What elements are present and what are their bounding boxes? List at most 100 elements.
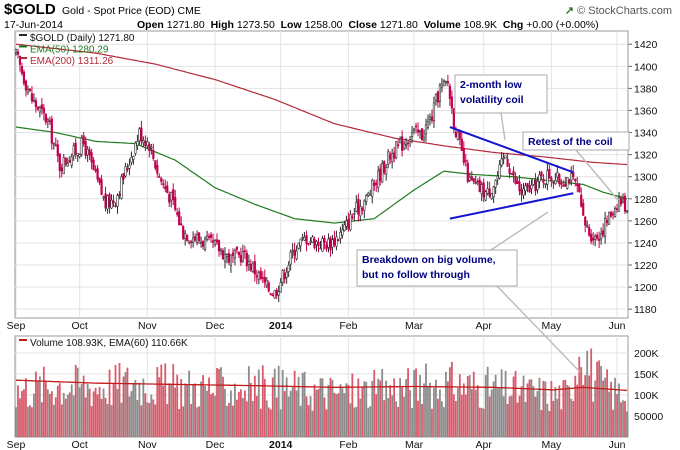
- volume-bar: [287, 396, 290, 437]
- candle-body: [395, 141, 398, 158]
- candle-body: [253, 261, 256, 275]
- x-tick-label: Apr: [476, 439, 493, 450]
- candle-body: [94, 169, 97, 172]
- volume-bar: [317, 388, 320, 437]
- candle-body: [387, 151, 390, 165]
- volume-bar: [588, 375, 591, 437]
- volume-bar: [460, 394, 463, 437]
- candle-body: [76, 153, 79, 156]
- candle-body: [104, 193, 107, 209]
- candle-body: [120, 176, 123, 199]
- volume-bar: [271, 377, 274, 437]
- candle-body: [526, 183, 529, 187]
- volume-bar: [140, 405, 143, 437]
- volume-bar: [355, 406, 358, 437]
- volume-bar: [182, 406, 185, 437]
- volume-bar: [560, 409, 563, 437]
- volume-bar: [21, 390, 23, 437]
- volume-bar: [371, 380, 374, 437]
- candle-body: [510, 173, 513, 175]
- price-tick-label: 1180: [634, 304, 657, 316]
- candle-body: [160, 178, 163, 182]
- volume-bar: [156, 367, 159, 437]
- volume-bar: [148, 402, 151, 437]
- volume-bar: [403, 396, 405, 437]
- candle-body: [594, 235, 597, 240]
- volume-bar: [315, 389, 318, 437]
- candle-body: [389, 154, 392, 160]
- candle-body: [221, 250, 225, 260]
- volume-bar: [323, 397, 326, 437]
- x-tick-label: Oct: [72, 320, 88, 332]
- candle-body: [397, 144, 400, 146]
- volume-bar: [379, 380, 382, 437]
- volume-bar: [520, 386, 523, 437]
- volume-bar: [600, 366, 603, 437]
- volume-bar: [532, 386, 535, 437]
- candle-body: [86, 148, 89, 156]
- candle-body: [530, 184, 533, 190]
- candle-body: [480, 184, 483, 195]
- candle-body: [235, 246, 239, 250]
- candle-body: [192, 237, 195, 244]
- watermark[interactable]: ↗ © StockCharts.com: [565, 4, 672, 17]
- price-legend-swatch: [19, 57, 27, 59]
- volume-bar: [608, 391, 610, 437]
- candle-body: [209, 234, 213, 238]
- volume-bar: [96, 394, 99, 437]
- candle-body: [438, 84, 442, 102]
- volume-bar: [441, 401, 443, 437]
- volume-bar: [373, 369, 376, 437]
- candle-body: [146, 141, 149, 147]
- volume-bar: [564, 379, 567, 437]
- volume-bar: [427, 386, 429, 437]
- candle-body: [317, 242, 320, 247]
- volume-bar: [578, 356, 581, 437]
- x-tick-label: Oct: [72, 439, 88, 450]
- candle-body: [456, 131, 459, 140]
- x-tick-label: 2014: [269, 320, 293, 332]
- volume-bar: [558, 385, 561, 437]
- volume-bar: [349, 403, 352, 437]
- candle-body: [299, 238, 302, 247]
- candle-body: [40, 104, 43, 109]
- volume-bar: [122, 376, 125, 437]
- x-tick-label: Feb: [339, 439, 357, 450]
- volume-bar: [112, 382, 115, 437]
- volume-bar: [544, 381, 547, 437]
- volume-bar: [343, 393, 346, 437]
- volume-bar: [198, 406, 200, 437]
- volume-bar: [60, 404, 63, 437]
- volume-bar: [500, 369, 503, 437]
- candle-body: [552, 181, 555, 184]
- candle-body: [623, 195, 627, 212]
- candle-body: [446, 80, 449, 84]
- candle-body: [399, 138, 402, 144]
- x-tick-label: Apr: [476, 320, 493, 332]
- candle-body: [383, 161, 386, 173]
- volume-bar: [325, 409, 328, 437]
- volume-bar: [58, 383, 61, 437]
- candle-body: [90, 152, 93, 163]
- volume-bar: [216, 368, 218, 437]
- volume-bar: [297, 376, 300, 437]
- candle-body: [313, 239, 316, 249]
- candle-body: [592, 237, 595, 241]
- candle-body: [164, 186, 167, 189]
- candle-body: [562, 185, 565, 187]
- candle-body: [486, 188, 489, 194]
- candle-body: [420, 128, 424, 140]
- volume-bar: [592, 401, 595, 437]
- volume-bar: [84, 397, 87, 437]
- volume-bar: [620, 402, 622, 437]
- volume-bar: [448, 367, 451, 437]
- candle-body: [522, 188, 525, 196]
- candle-body: [60, 167, 63, 172]
- x-tick-label: May: [541, 320, 562, 332]
- candle-body: [203, 238, 207, 250]
- volume-bar: [337, 393, 340, 437]
- close-value: 1271.80: [379, 19, 418, 31]
- candle-body: [20, 66, 24, 74]
- volume-bar: [429, 382, 431, 437]
- volume-bar: [19, 398, 21, 437]
